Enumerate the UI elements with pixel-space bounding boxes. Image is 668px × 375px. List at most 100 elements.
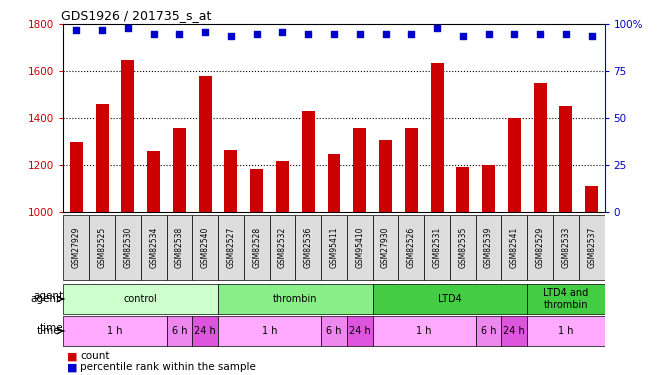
Point <box>303 31 313 37</box>
Text: GSM82541: GSM82541 <box>510 227 519 268</box>
Text: GDS1926 / 201735_s_at: GDS1926 / 201735_s_at <box>61 9 211 22</box>
Text: GSM82525: GSM82525 <box>98 227 107 268</box>
Text: 1 h: 1 h <box>108 326 123 336</box>
Bar <box>347 316 373 346</box>
Bar <box>321 316 347 346</box>
Bar <box>224 150 237 212</box>
Text: 24 h: 24 h <box>504 326 525 336</box>
Bar <box>373 284 527 314</box>
Text: percentile rank within the sample: percentile rank within the sample <box>80 363 256 372</box>
Text: 1 h: 1 h <box>262 326 277 336</box>
Text: thrombin: thrombin <box>273 294 317 304</box>
Bar <box>476 316 502 346</box>
Bar <box>295 215 321 280</box>
Point <box>148 31 159 37</box>
Text: ■: ■ <box>67 351 77 361</box>
Text: 6 h: 6 h <box>326 326 342 336</box>
Text: control: control <box>124 294 158 304</box>
Point <box>200 29 210 35</box>
Text: count: count <box>80 351 110 361</box>
Bar <box>218 215 244 280</box>
Bar <box>96 104 108 212</box>
Bar <box>63 316 166 346</box>
Text: ■: ■ <box>67 363 77 372</box>
Text: GSM82526: GSM82526 <box>407 227 415 268</box>
Bar <box>527 316 605 346</box>
Bar <box>327 154 341 212</box>
Bar <box>173 128 186 212</box>
Text: time: time <box>40 323 63 333</box>
Bar <box>398 215 424 280</box>
Text: GSM95411: GSM95411 <box>329 227 339 268</box>
Bar <box>508 118 521 212</box>
Bar <box>122 60 134 212</box>
Text: GSM82529: GSM82529 <box>536 227 544 268</box>
Text: GSM27930: GSM27930 <box>381 227 390 268</box>
Point <box>509 31 520 37</box>
Bar <box>302 111 315 212</box>
Bar <box>373 215 398 280</box>
Point <box>587 33 597 39</box>
Text: GSM82534: GSM82534 <box>149 227 158 268</box>
Bar <box>502 316 527 346</box>
Point <box>535 31 546 37</box>
Point <box>380 31 391 37</box>
Bar <box>502 215 527 280</box>
Bar <box>166 316 192 346</box>
Text: time: time <box>37 326 60 336</box>
Bar <box>482 165 495 212</box>
Point <box>251 31 262 37</box>
Bar <box>141 215 166 280</box>
Bar <box>553 215 578 280</box>
Text: GSM82537: GSM82537 <box>587 227 596 268</box>
Text: GSM82527: GSM82527 <box>226 227 235 268</box>
Text: GSM82535: GSM82535 <box>458 227 468 268</box>
Text: 1 h: 1 h <box>416 326 432 336</box>
Bar <box>578 215 605 280</box>
Bar <box>527 215 553 280</box>
Point <box>458 33 468 39</box>
Point <box>406 31 417 37</box>
Text: 6 h: 6 h <box>172 326 187 336</box>
Bar <box>450 215 476 280</box>
Bar <box>70 142 83 212</box>
Point <box>329 31 339 37</box>
Bar <box>90 215 115 280</box>
Bar <box>166 215 192 280</box>
Bar <box>218 284 373 314</box>
Text: GSM82540: GSM82540 <box>200 227 210 268</box>
Bar <box>218 316 321 346</box>
Point <box>277 29 288 35</box>
Point <box>226 33 236 39</box>
Text: 1 h: 1 h <box>558 326 574 336</box>
Bar <box>405 128 418 212</box>
Bar <box>424 215 450 280</box>
Bar <box>276 162 289 212</box>
Text: GSM82533: GSM82533 <box>561 227 570 268</box>
Bar <box>192 316 218 346</box>
Bar <box>115 215 141 280</box>
Point <box>560 31 571 37</box>
Bar <box>373 316 476 346</box>
Bar <box>559 106 572 212</box>
Text: GSM95410: GSM95410 <box>355 227 364 268</box>
Text: GSM82539: GSM82539 <box>484 227 493 268</box>
Text: 24 h: 24 h <box>349 326 371 336</box>
Point <box>432 25 442 31</box>
Bar <box>244 215 270 280</box>
Text: LTD4 and
thrombin: LTD4 and thrombin <box>543 288 589 310</box>
Point <box>355 31 365 37</box>
Text: 6 h: 6 h <box>481 326 496 336</box>
Bar <box>250 168 263 212</box>
Text: GSM82530: GSM82530 <box>124 227 132 268</box>
Text: GSM82531: GSM82531 <box>433 227 442 268</box>
Point <box>483 31 494 37</box>
Text: agent: agent <box>30 294 60 304</box>
Bar <box>456 167 469 212</box>
Text: GSM82528: GSM82528 <box>253 227 261 268</box>
Text: 24 h: 24 h <box>194 326 216 336</box>
Text: agent: agent <box>33 291 63 301</box>
Bar <box>199 76 212 212</box>
Bar <box>147 151 160 212</box>
Point <box>122 25 133 31</box>
